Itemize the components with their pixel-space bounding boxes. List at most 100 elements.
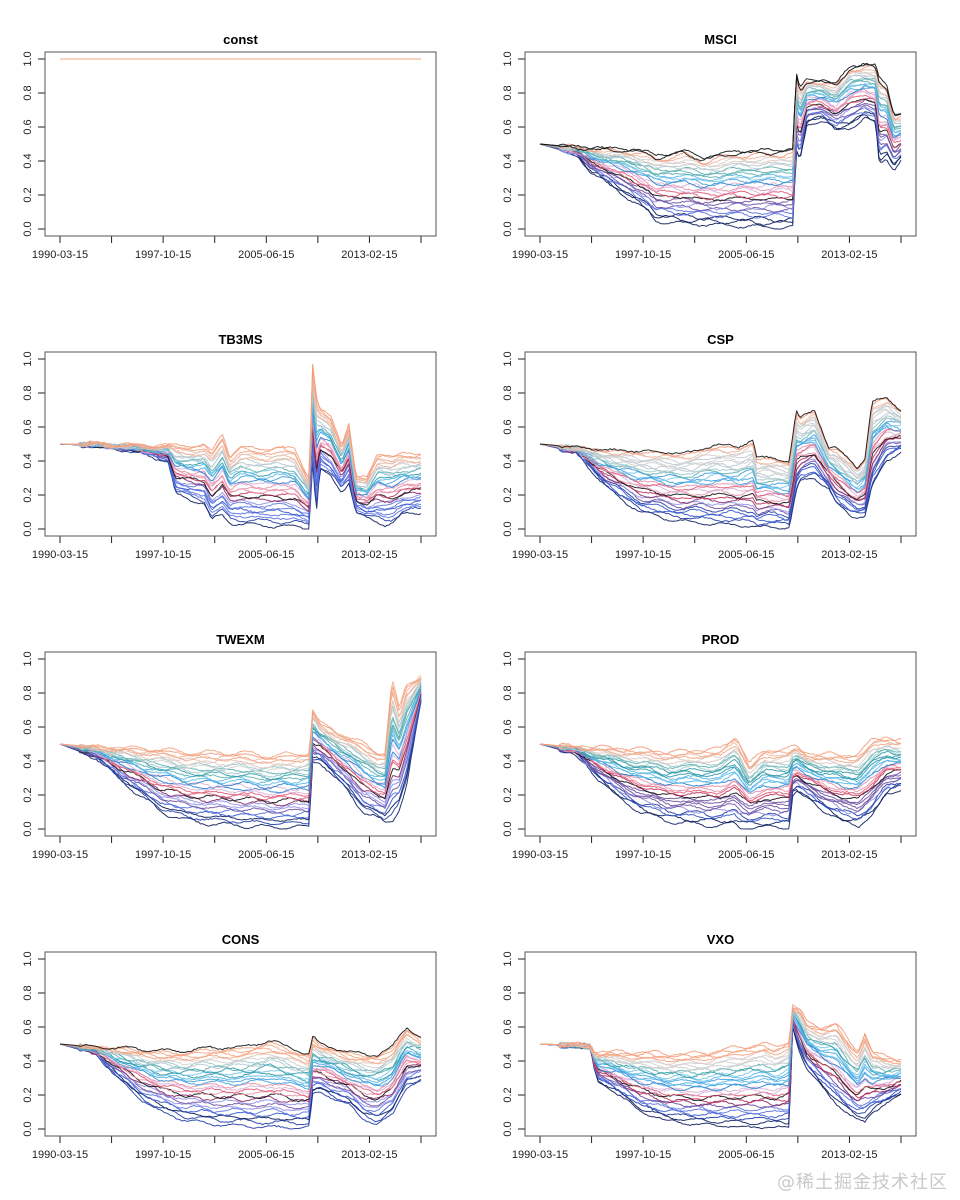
series-line <box>59 1027 422 1057</box>
x-tick-label: 2005-06-15 <box>238 249 294 261</box>
series-line <box>539 743 902 803</box>
series-line <box>59 1043 422 1081</box>
series-line <box>539 83 902 183</box>
series-line <box>539 743 902 817</box>
plot-frame <box>524 951 917 1137</box>
series-line <box>539 112 902 220</box>
series-line <box>60 388 422 491</box>
x-tick-label: 2013-02-15 <box>821 549 877 561</box>
y-tick-label: 0.6 <box>502 1019 514 1034</box>
series-line <box>539 397 902 470</box>
y-tick-label: 1.0 <box>502 51 514 66</box>
x-tick-label: 1997-10-15 <box>135 1149 191 1161</box>
series-line <box>59 698 422 822</box>
y-tick-label: 0.2 <box>502 1087 514 1102</box>
series-line <box>539 72 902 168</box>
series-line <box>59 682 422 785</box>
x-tick-label: 1997-10-15 <box>615 249 671 261</box>
y-tick-label: 1.0 <box>22 351 34 366</box>
chart-panel-csp: CSP 0.0 0.2 0.4 0.6 0.8 1.0 1990-03-15 1997-10-1… <box>502 332 917 561</box>
chart-title: MSCI <box>704 32 737 47</box>
chart-panel-const: const 0.0 0.2 0.4 0.6 0.8 1.0 1990-03-15 1997-10… <box>22 32 437 261</box>
series-line <box>539 743 902 794</box>
series-line <box>60 374 422 486</box>
series-line <box>539 743 902 800</box>
y-tick-label: 0.0 <box>502 821 514 836</box>
series-line <box>539 743 902 790</box>
chart-title: TB3MS <box>218 332 262 347</box>
series-line <box>59 682 422 775</box>
x-tick-label: 1990-03-15 <box>512 549 568 561</box>
y-tick-label: 1.0 <box>22 951 34 966</box>
series-line <box>539 1010 902 1076</box>
x-tick-label: 2013-02-15 <box>341 849 397 861</box>
series-line <box>539 743 902 774</box>
y-tick-label: 0.8 <box>22 85 34 100</box>
y-tick-label: 1.0 <box>502 651 514 666</box>
plot-frame <box>524 351 917 537</box>
x-tick-label: 1997-10-15 <box>615 549 671 561</box>
series-line <box>539 1009 901 1063</box>
x-tick-label: 1990-03-15 <box>32 549 88 561</box>
series-line <box>539 743 902 814</box>
y-tick-label: 0.4 <box>22 753 34 768</box>
series-group <box>539 397 902 530</box>
y-tick-label: 0.8 <box>22 985 34 1000</box>
series-line <box>59 1043 422 1098</box>
series-line <box>539 1026 902 1126</box>
series-line <box>539 738 902 763</box>
series-line <box>539 428 902 496</box>
x-tick-label: 1990-03-15 <box>512 849 568 861</box>
y-tick-label: 0.8 <box>502 385 514 400</box>
x-tick-label: 2013-02-15 <box>821 849 877 861</box>
series-line <box>60 363 422 482</box>
series-line <box>59 693 422 804</box>
x-tick-label: 2013-02-15 <box>341 249 397 261</box>
series-group <box>59 363 422 530</box>
series-line <box>539 415 902 482</box>
series-line <box>59 693 422 809</box>
y-tick-label: 1.0 <box>22 51 34 66</box>
series-line <box>59 1043 422 1090</box>
series-line <box>539 1017 902 1102</box>
series-line <box>539 743 902 810</box>
x-tick-label: 2005-06-15 <box>238 549 294 561</box>
y-tick-label: 0.8 <box>502 85 514 100</box>
series-line <box>539 1018 902 1098</box>
x-tick-label: 1990-03-15 <box>32 849 88 861</box>
series-line <box>539 409 902 480</box>
chart-title: const <box>223 32 258 47</box>
series-line <box>60 388 422 491</box>
series-line <box>60 381 421 489</box>
x-tick-label: 2013-02-15 <box>341 549 397 561</box>
series-line <box>539 743 902 782</box>
chart-title: CONS <box>222 932 260 947</box>
series-group <box>539 736 902 830</box>
y-tick-label: 0.6 <box>22 119 34 134</box>
chart-title: PROD <box>702 632 740 647</box>
plot-frame <box>44 951 437 1137</box>
series-line <box>539 1014 902 1086</box>
series-line <box>59 699 422 820</box>
series-line <box>59 701 422 826</box>
series-line <box>59 1043 422 1103</box>
y-tick-label: 1.0 <box>22 651 34 666</box>
x-tick-label: 1997-10-15 <box>135 549 191 561</box>
y-tick-label: 0.4 <box>22 153 34 168</box>
series-line <box>539 743 902 779</box>
y-tick-label: 0.2 <box>22 187 34 202</box>
y-tick-label: 0.2 <box>502 487 514 502</box>
x-tick-label: 2005-06-15 <box>718 549 774 561</box>
y-tick-label: 0.6 <box>22 719 34 734</box>
series-line <box>539 1023 902 1121</box>
y-tick-label: 0.6 <box>502 719 514 734</box>
series-line <box>59 1043 422 1121</box>
series-line <box>539 443 902 521</box>
x-tick-label: 1990-03-15 <box>32 1149 88 1161</box>
series-line <box>59 1040 422 1077</box>
plot-frame <box>44 351 437 537</box>
x-tick-label: 1997-10-15 <box>615 1149 671 1161</box>
series-line <box>539 402 902 469</box>
y-tick-label: 0.6 <box>22 1019 34 1034</box>
series-line <box>539 743 902 816</box>
